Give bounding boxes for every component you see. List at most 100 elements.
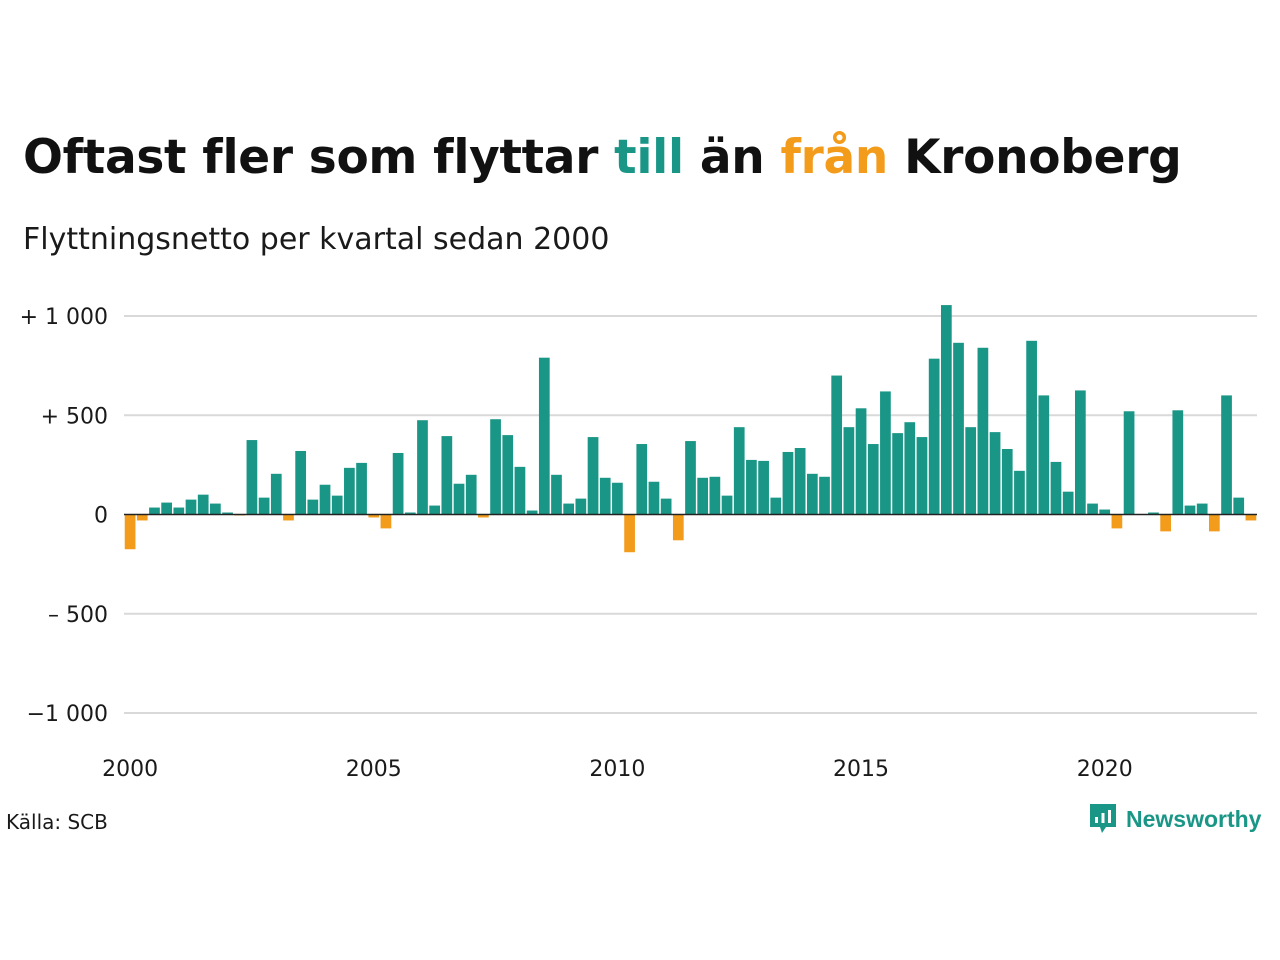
y-axis-labels: + 1 000 + 500 0 – 500 −1 000 [20,305,108,727]
grid-lines [124,315,1257,714]
bar [1160,514,1171,532]
bar [478,514,489,518]
bar [514,466,526,515]
bar [599,477,611,515]
bar [368,514,380,518]
bar [1014,470,1025,515]
bar [149,507,160,515]
bar [733,427,745,515]
bar [270,473,282,515]
title-part-2: än [683,130,781,185]
bar [490,419,501,515]
bar [758,460,769,515]
title-highlight-till: till [614,130,684,185]
bar [989,432,1001,515]
bar [612,482,623,515]
y-tick-label: + 1 000 [20,305,108,330]
bar [953,342,964,515]
bar [721,495,733,515]
bar [331,495,343,515]
bar [526,510,538,515]
bar [1026,340,1037,515]
bar [136,514,148,521]
bar [551,474,562,515]
bar [404,512,416,515]
bar [1184,505,1196,515]
bar [1245,514,1257,521]
bar [429,505,441,515]
source-note: Källa: SCB [6,810,108,834]
bar [173,507,185,515]
bar [210,503,221,515]
bar [1123,411,1135,515]
bar [1074,390,1086,515]
bar [575,498,587,515]
x-tick-label: 2020 [1077,757,1133,782]
bar [258,497,270,515]
bar [502,435,514,515]
newsworthy-logo-icon [1090,804,1116,833]
bar [770,497,782,515]
bar [1050,461,1062,515]
bar [965,427,977,515]
bar [563,503,575,515]
bar [380,514,392,529]
bar [441,436,453,515]
bar [1099,509,1111,515]
bar [185,499,197,515]
bar [1148,512,1159,515]
bar [1233,497,1245,515]
bar [1001,449,1013,515]
bar [319,484,331,515]
bar [697,477,709,515]
bar [685,441,696,515]
bar [344,467,355,515]
y-tick-label: 0 [94,504,108,529]
bar [356,462,367,515]
bar [904,422,916,515]
bar [916,437,928,515]
bar [648,481,660,515]
bar [417,420,428,515]
bar [587,437,599,515]
y-tick-label: −1 000 [27,702,108,727]
bar [782,451,794,515]
bar [880,391,891,515]
bar [709,476,721,515]
bar [1062,491,1074,515]
chart-title: Oftast fler som flyttar till än från Kro… [23,130,1182,185]
bar [161,502,172,515]
bar [538,357,550,515]
bar [1209,514,1220,532]
bar [465,474,477,515]
bar [636,444,648,515]
bar [307,499,319,515]
bar [794,448,806,515]
bar [746,459,757,515]
bar [806,473,818,515]
bar [222,512,233,515]
bar [892,433,903,515]
title-part-3: Kronoberg [888,130,1182,185]
bar [624,514,635,553]
bar [855,408,867,515]
bar [819,476,830,515]
bar [672,514,684,541]
bar [246,440,258,515]
bar [453,483,465,515]
x-axis-labels: 2000 2005 2010 2015 2020 [102,757,1133,782]
bar [1172,410,1184,515]
chart-subtitle: Flyttningsnetto per kvartal sedan 2000 [23,222,610,257]
bar [1221,395,1232,515]
bar [124,514,136,550]
brand: Newsworthy [1088,802,1261,836]
bar [940,305,952,515]
title-highlight-fran: från [780,130,889,185]
bar [295,450,307,515]
bar [928,358,940,515]
bar [867,444,879,515]
brand-name: Newsworthy [1126,805,1262,832]
bar [1038,395,1050,515]
bar [1196,503,1208,515]
